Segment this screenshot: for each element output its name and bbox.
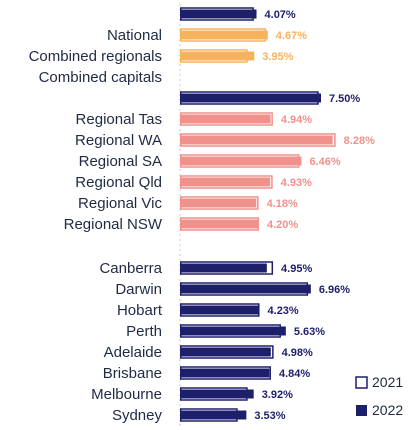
category-label-g4-r6: Melbourne [91,386,162,403]
bar-2021-g4-r4 [180,345,274,359]
legend-swatch-2021 [355,376,368,389]
value-label-g4-r0: 4.95% [281,263,312,275]
category-label-g4-r5: Brisbane [103,365,162,382]
bar-2021-g3-r5 [180,217,259,231]
bar-2021-g1-r0 [180,28,267,42]
bar-2022-g4-r5 [180,368,270,378]
bar-2021-g3-r0 [180,112,273,126]
bar-2022-g4-r1 [180,284,311,294]
value-label-g0-r0: 4.07% [265,9,296,21]
category-label-g1-r1: Combined regionals [29,48,162,65]
category-label-g4-r3: Perth [126,323,162,340]
bar-2021-g3-r1 [180,133,336,147]
value-label-g3-r5: 4.20% [267,219,298,231]
bar-2022-g4-r0 [180,263,267,273]
bar-2022-g2-r0 [180,93,321,103]
value-label-g4-r5: 4.84% [279,368,310,380]
value-label-g4-r6: 3.92% [262,389,293,401]
value-label-g3-r2: 6.46% [309,156,340,168]
value-label-g3-r3: 4.93% [281,177,312,189]
value-label-g3-r4: 4.18% [267,198,298,210]
category-label-g3-r2: Regional SA [79,153,162,170]
category-label-g3-r5: Regional NSW [64,216,163,233]
bar-2022-g4-r7 [180,410,247,420]
bar-2021-g0-r0 [180,7,254,21]
bar-2021-g4-r0 [180,261,274,275]
value-label-g4-r4: 4.98% [282,347,313,359]
bar-2021-g4-r6 [180,387,248,401]
legend-label-2022: 2022 [372,402,403,418]
bar-2021-g4-r1 [180,282,309,296]
bar-2022-g3-r5 [180,219,258,229]
category-label-g4-r7: Sydney [112,407,163,424]
bar-2021-g3-r2 [180,154,300,168]
legend-swatch-2022 [356,405,367,416]
bar-2022-g0-r0 [180,9,257,19]
bar-2021-g4-r2 [180,303,260,317]
bar-2022-g3-r2 [180,156,302,166]
bar-2021-g4-r3 [180,324,281,338]
legend: 2021 2022 [355,374,403,418]
category-label-g1-r0: National [107,27,162,44]
bar-2021-g2-r0 [180,91,319,105]
category-label-g4-r1: Darwin [115,281,162,298]
bar-2022-g3-r3 [180,177,271,187]
bar-2022-g4-r6 [180,389,254,399]
value-label-g4-r7: 3.53% [254,410,285,422]
bar-2021-g4-r7 [180,408,238,422]
value-label-g3-r1: 8.28% [344,135,375,147]
category-label-g1-r2: Combined capitals [39,69,162,86]
value-label-g4-r2: 4.23% [268,305,299,317]
category-label-g4-r4: Adelaide [104,344,162,361]
value-label-g4-r3: 5.63% [294,326,325,338]
bar-2022-g3-r4 [180,198,257,208]
bar-2022-g4-r4 [180,347,271,357]
bar-2022-g1-r1 [180,51,255,61]
category-label-g4-r0: Canberra [99,260,162,277]
value-label-g1-r1: 3.95% [262,51,293,63]
category-label-g3-r1: Regional WA [75,132,162,149]
bar-2022-g3-r1 [180,135,333,145]
value-label-g4-r1: 6.96% [319,284,350,296]
bar-2021-g3-r4 [180,196,259,210]
bar-2022-g4-r3 [180,326,286,336]
bar-2022-g3-r0 [180,114,271,124]
category-label-g3-r3: Regional Qld [75,174,162,191]
bar-2021-g4-r5 [180,366,271,380]
bar-2022-g4-r2 [180,305,260,315]
category-label-g3-r4: Regional Vic [78,195,162,212]
category-label-g4-r2: Hobart [117,302,163,319]
bar-2021-g3-r3 [180,175,273,189]
bar-2021-g1-r1 [180,49,248,63]
value-label-g3-r0: 4.94% [281,114,312,126]
category-label-g3-r0: Regional Tas [76,111,162,128]
value-label-g2-r0: 7.50% [329,93,360,105]
bar-2022-g1-r0 [180,30,268,40]
legend-label-2021: 2021 [372,374,403,390]
value-label-g1-r0: 4.67% [276,30,307,42]
